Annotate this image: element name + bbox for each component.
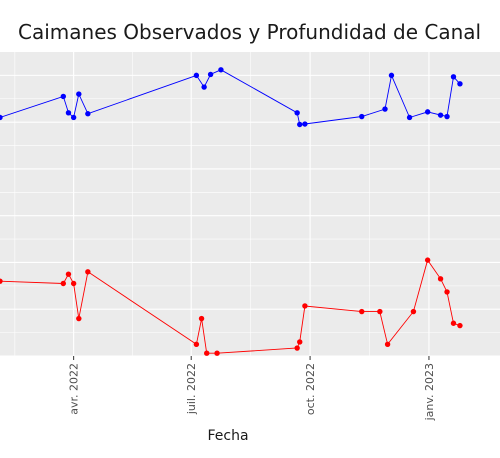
data-point [437,276,444,282]
chart-title: Caimanes Observados y Profundidad de Can… [18,20,482,44]
data-point [193,341,200,348]
x-tick-label: avr. 2022 [68,363,81,415]
data-point [198,315,205,322]
x-axis-title: Fecha [207,428,248,444]
data-point [193,72,200,79]
data-point [70,280,77,287]
data-point [65,271,72,277]
data-point [450,320,457,326]
data-point [384,341,391,348]
data-point [76,91,82,97]
data-point [294,345,300,351]
x-axis: avr. 2022 juil. 2022 oct. 2022 janv. 2023 [68,356,436,421]
data-point [437,112,444,118]
data-point [382,106,388,112]
series-line [0,259,461,354]
data-point [450,74,457,80]
series-layer [0,67,463,356]
data-point [85,269,91,275]
data-point [410,308,417,315]
data-point [0,114,3,121]
data-point [377,308,383,315]
data-point [302,121,308,127]
data-point [457,81,463,87]
data-point [294,110,300,116]
data-point [444,113,450,120]
data-point [214,350,220,356]
data-point [76,315,82,322]
major-gridlines [0,52,500,357]
data-point [60,93,67,100]
data-point [65,110,72,116]
x-tick-label: janv. 2023 [423,363,436,421]
data-point [424,257,431,263]
data-point [406,114,413,121]
minor-gridlines [0,52,500,356]
plot-panel [0,52,500,356]
x-tick-label: juil. 2022 [185,363,198,415]
data-point [388,72,395,79]
data-point [204,350,210,356]
data-point [424,109,431,115]
x-tick-label: oct. 2022 [304,363,317,415]
data-point [297,121,303,128]
series-0 [0,67,463,128]
data-point [302,303,308,309]
series-line [0,69,461,125]
series-1 [0,257,463,356]
data-point [444,289,450,295]
data-point [85,111,91,117]
data-point [207,71,214,78]
data-point [297,339,303,345]
data-point [359,308,365,315]
data-point [201,84,207,90]
data-point [60,280,67,287]
data-point [70,114,77,121]
data-point [0,278,3,284]
data-point [457,322,463,329]
data-point [218,67,224,73]
data-point [359,113,365,120]
